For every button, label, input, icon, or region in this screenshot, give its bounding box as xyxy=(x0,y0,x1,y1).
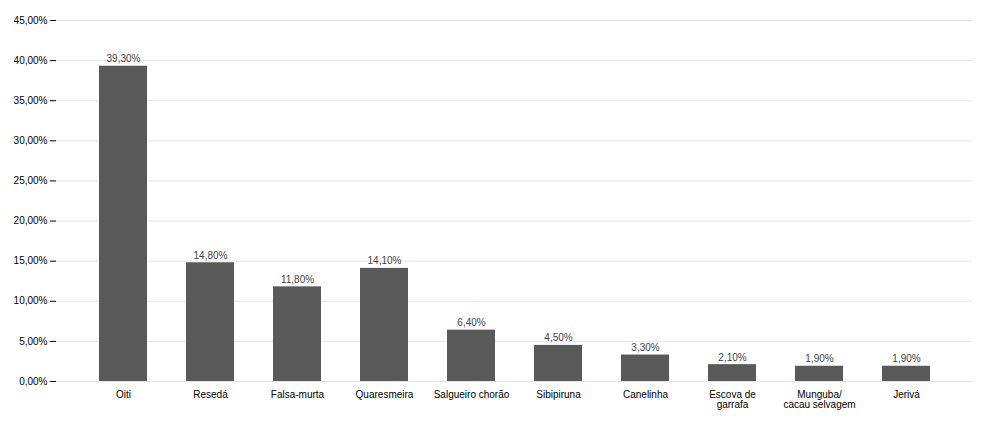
svg-text:1,90%: 1,90% xyxy=(892,353,920,364)
svg-text:Sibipiruna: Sibipiruna xyxy=(536,389,581,400)
svg-text:39,30%: 39,30% xyxy=(107,53,141,64)
svg-text:14,80%: 14,80% xyxy=(194,250,228,261)
svg-text:1,90%: 1,90% xyxy=(805,353,833,364)
svg-text:25,00%: 25,00% xyxy=(14,175,48,186)
svg-text:40,00%: 40,00% xyxy=(14,55,48,66)
svg-text:Canelinha: Canelinha xyxy=(623,389,668,400)
svg-text:20,00%: 20,00% xyxy=(14,215,48,226)
svg-text:2,10%: 2,10% xyxy=(718,352,746,363)
svg-text:6,40%: 6,40% xyxy=(457,317,485,328)
svg-text:5,00%: 5,00% xyxy=(19,336,47,347)
svg-text:Resedá: Resedá xyxy=(193,389,228,400)
svg-text:11,80%: 11,80% xyxy=(281,274,314,285)
svg-text:Jerivá: Jerivá xyxy=(893,389,920,400)
svg-text:15,00%: 15,00% xyxy=(14,255,48,266)
svg-text:14,10%: 14,10% xyxy=(368,255,402,266)
svg-text:Quaresmeira: Quaresmeira xyxy=(356,389,414,400)
svg-text:10,00%: 10,00% xyxy=(14,295,48,306)
svg-text:Munguba/cacau selvagem: Munguba/cacau selvagem xyxy=(783,389,855,410)
svg-text:Salgueiro chorão: Salgueiro chorão xyxy=(434,389,510,400)
svg-text:30,00%: 30,00% xyxy=(14,135,48,146)
svg-text:Oiti: Oiti xyxy=(116,389,131,400)
svg-text:3,30%: 3,30% xyxy=(631,342,659,353)
svg-text:Escova degarrafa: Escova degarrafa xyxy=(709,389,756,410)
svg-text:45,00%: 45,00% xyxy=(14,15,48,26)
svg-text:4,50%: 4,50% xyxy=(544,332,572,343)
svg-text:35,00%: 35,00% xyxy=(14,95,48,106)
svg-text:Falsa-murta: Falsa-murta xyxy=(271,389,325,400)
svg-text:0,00%: 0,00% xyxy=(19,376,47,387)
